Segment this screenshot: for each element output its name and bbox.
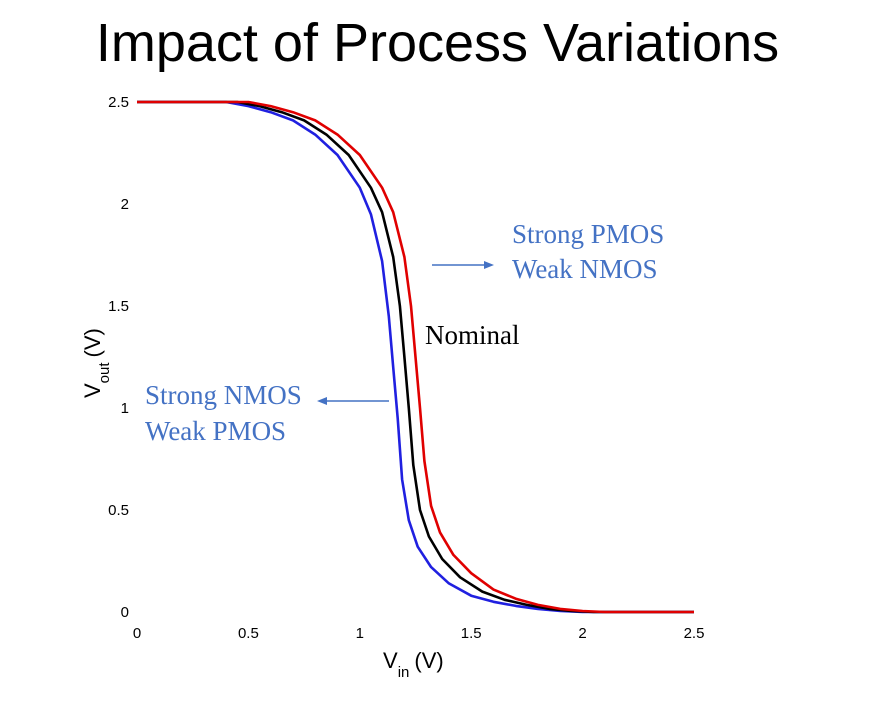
series-line-2	[137, 100, 694, 614]
y-tick-label: 1.5	[108, 298, 129, 315]
x-tick-label: 0	[133, 625, 141, 642]
y-tick-label: 0.5	[108, 502, 129, 519]
annotation-strong-pmos: Strong PMOS	[512, 219, 664, 249]
y-axis-label: Vout(V)	[80, 328, 113, 398]
x-tick-label: 0.5	[238, 625, 259, 642]
annotation-weak-nmos: Weak NMOS	[512, 254, 658, 284]
x-tick-label: 2.5	[684, 625, 705, 642]
strong-nmos-arrow	[317, 397, 389, 405]
y-tick-label: 2	[121, 196, 129, 213]
annotation-weak-pmos: Weak PMOS	[145, 416, 286, 446]
x-tick-label: 1	[356, 625, 364, 642]
series-line-0	[137, 100, 694, 614]
y-tick-label: 1	[121, 400, 129, 417]
chart-series	[137, 100, 694, 614]
x-axis-label: Vin (V)	[383, 648, 444, 681]
slide-title: Impact of Process Variations	[95, 13, 780, 73]
series-line-1	[137, 100, 694, 614]
chart-axes: 0 0.5 1 1.5 2 2.5 0 0.5 1 1.5 2 2.5	[108, 94, 704, 642]
annotation-strong-nmos: Strong NMOS	[145, 380, 302, 410]
annotation-nominal: Nominal	[425, 320, 520, 350]
x-tick-label: 1.5	[461, 625, 482, 642]
x-tick-label: 2	[578, 625, 586, 642]
strong-pmos-arrow	[432, 261, 494, 269]
y-tick-label: 2.5	[108, 94, 129, 111]
y-tick-label: 0	[121, 604, 129, 621]
